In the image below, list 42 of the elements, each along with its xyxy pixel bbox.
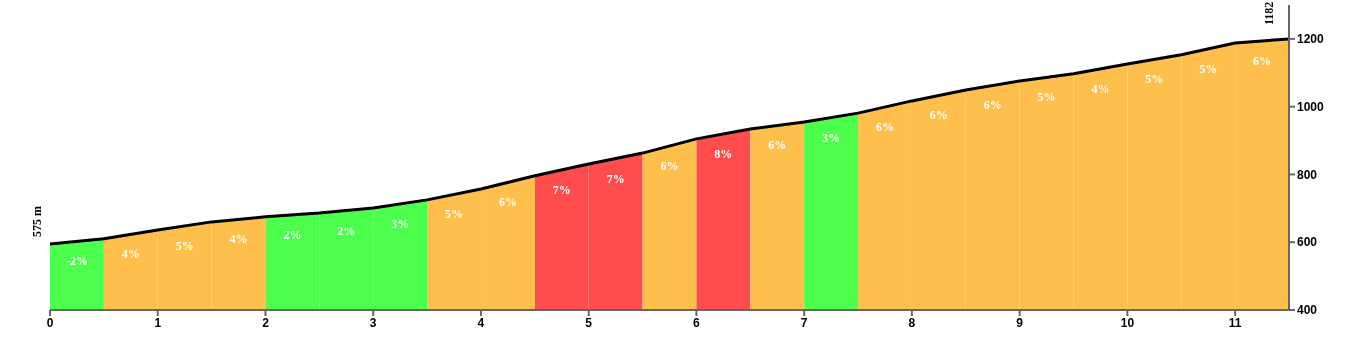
band-label: 3% <box>391 216 410 231</box>
band-label: 7% <box>606 171 625 186</box>
annotation: 1182 <box>1262 1 1277 25</box>
band-label: 6% <box>498 195 517 210</box>
band-label: 7% <box>552 182 571 197</box>
band-label: 5% <box>1145 72 1164 87</box>
x-tick-label: 5 <box>585 315 593 330</box>
band-label: 4% <box>229 232 248 247</box>
band-label: 6% <box>1253 53 1272 68</box>
y-tick-label: 800 <box>1297 167 1318 182</box>
band-label: 5% <box>1199 61 1218 76</box>
band-label: 6% <box>660 158 679 173</box>
text: 575 m <box>30 206 45 237</box>
band-label: 8% <box>714 146 733 161</box>
band-label: 5% <box>1037 90 1056 105</box>
x-tick-label: 6 <box>693 315 701 330</box>
x-tick-label: 10 <box>1120 315 1135 330</box>
band-label: 3% <box>822 130 841 145</box>
band-label: 5% <box>445 207 464 222</box>
y-tick-label: 600 <box>1297 235 1318 250</box>
x-tick-label: 3 <box>369 315 377 330</box>
x-tick-label: 11 <box>1228 315 1242 330</box>
band-label: 6% <box>929 108 948 123</box>
x-tick-label: 8 <box>908 315 916 330</box>
band-label: 6% <box>875 120 894 135</box>
x-tick-label: 1 <box>154 315 162 330</box>
y-tick-label: 400 <box>1297 303 1318 318</box>
x-tick-label: 7 <box>800 315 808 330</box>
x-tick-label: 0 <box>46 315 54 330</box>
band-label: 4% <box>1091 81 1110 96</box>
band-label: 6% <box>983 98 1002 113</box>
x-tick-label: 2 <box>262 315 270 330</box>
band-label: 6% <box>768 138 787 153</box>
x-tick-label: 4 <box>477 315 485 330</box>
band-label: 5% <box>175 238 194 253</box>
band-label: -2% <box>65 254 88 269</box>
x-tick-label: 9 <box>1016 315 1024 330</box>
band-label: 2% <box>283 227 302 242</box>
band-label: 4% <box>121 247 140 262</box>
y-tick-label: 1200 <box>1297 32 1325 47</box>
y-tick-label: 1000 <box>1297 99 1325 114</box>
band-label: 2% <box>337 223 356 238</box>
